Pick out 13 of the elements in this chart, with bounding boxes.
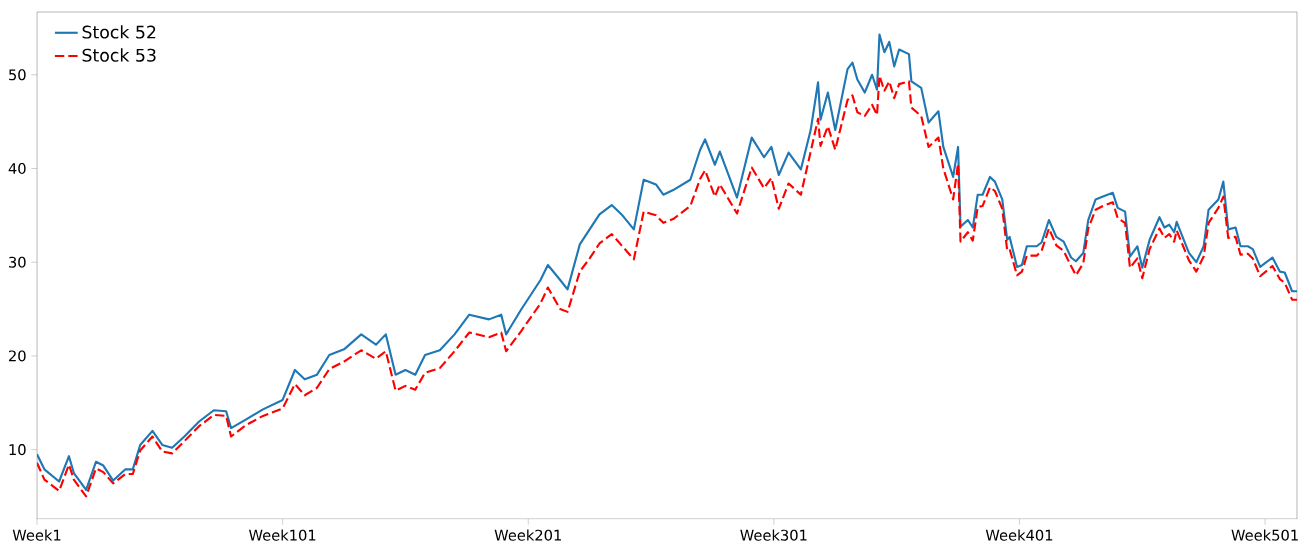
x-tick-label: Week101 — [249, 529, 316, 541]
x-tick-label: Week1 — [12, 529, 61, 541]
y-tick-label: 30 — [9, 256, 26, 268]
legend-label: Stock 53 — [82, 48, 156, 62]
legend-label: Stock 52 — [82, 25, 156, 39]
y-tick-label: 10 — [9, 444, 26, 456]
x-tick-label: Week501 — [1231, 529, 1298, 541]
y-tick-label: 40 — [8, 162, 26, 175]
x-tick-label: Week301 — [740, 529, 807, 541]
y-tick-label: 20 — [9, 350, 26, 362]
x-tick-label: Week401 — [985, 529, 1053, 541]
y-tick-label: 50 — [9, 69, 26, 81]
x-tick-label: Week201 — [494, 529, 561, 541]
